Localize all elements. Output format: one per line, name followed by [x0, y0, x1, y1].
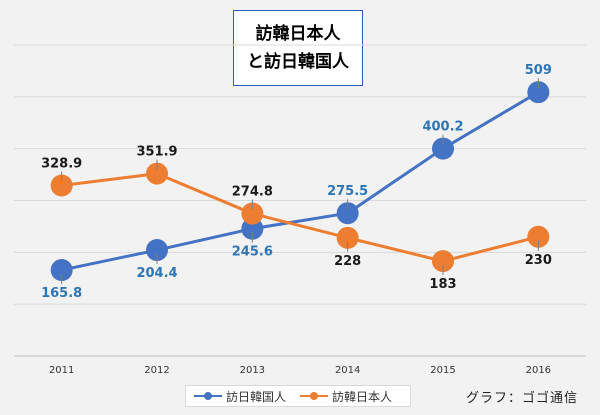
data-point [336, 202, 359, 225]
credit-text: グラフ：ゴゴ通信 [465, 391, 578, 406]
chart-title: 訪韓日本人 と訪日韓国人 [233, 10, 363, 86]
data-point [241, 202, 264, 225]
data-point [336, 226, 359, 249]
data-point [146, 239, 168, 262]
data-point [50, 174, 73, 197]
data-label: 183 [429, 277, 456, 292]
chart-title-line-2: と訪日韓国人 [247, 52, 349, 72]
data-point [432, 250, 454, 273]
series-line [61, 172, 539, 263]
chart-title-line-1: 訪韓日本人 [255, 24, 341, 44]
legend: 訪日韓国人 訪韓日本人 [185, 385, 411, 407]
data-point [527, 81, 550, 104]
legend-label-korean-visitors: 訪日韓国人 [226, 389, 287, 404]
data-label: 230 [525, 253, 552, 268]
x-tick-label: 2015 [430, 365, 455, 376]
series-line [61, 90, 540, 272]
x-tick-label: 2016 [526, 365, 551, 376]
data-label: 204.4 [136, 266, 177, 281]
data-point [146, 162, 168, 185]
data-label: 228 [334, 254, 361, 269]
data-label: 165.8 [41, 286, 82, 301]
data-label: 509 [525, 63, 552, 78]
data-label: 274.8 [232, 185, 273, 200]
x-tick-label: 2013 [240, 365, 265, 376]
legend-swatch-japanese-visitors [300, 391, 329, 401]
x-tick-label: 2011 [49, 365, 74, 376]
legend-label-japanese-visitors: 訪韓日本人 [332, 389, 393, 404]
data-label: 328.9 [41, 157, 82, 172]
data-label: 351.9 [136, 145, 177, 160]
x-tick-label: 2012 [144, 365, 169, 376]
x-tick-label: 2014 [335, 365, 360, 376]
legend-swatch-korean-visitors [194, 391, 222, 401]
legend-item-korean-visitors: 訪日韓国人 [194, 388, 286, 405]
data-point [241, 217, 264, 240]
data-label: 400.2 [422, 120, 463, 135]
plot-area: 2011 2012 2013 2014 2015 2016 165.8 204.4 245.6 2… [14, 44, 586, 376]
data-point [50, 259, 73, 282]
data-point [432, 137, 454, 160]
data-point [527, 225, 550, 248]
data-label: 275.5 [327, 184, 368, 199]
legend-item-japanese-visitors: 訪韓日本人 [300, 388, 392, 405]
data-label: 245.6 [232, 245, 273, 260]
